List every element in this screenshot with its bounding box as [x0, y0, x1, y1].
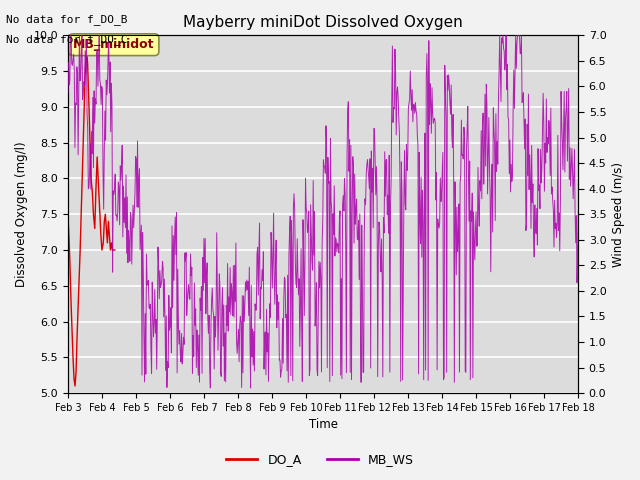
Text: No data for f_DO_C: No data for f_DO_C — [6, 34, 128, 45]
Y-axis label: Dissolved Oxygen (mg/l): Dissolved Oxygen (mg/l) — [15, 142, 28, 287]
Y-axis label: Wind Speed (m/s): Wind Speed (m/s) — [612, 162, 625, 267]
Text: No data for f_DO_B: No data for f_DO_B — [6, 14, 128, 25]
Text: MB_minidot: MB_minidot — [73, 38, 154, 51]
Legend: DO_A, MB_WS: DO_A, MB_WS — [221, 448, 419, 471]
X-axis label: Time: Time — [308, 419, 337, 432]
Title: Mayberry miniDot Dissolved Oxygen: Mayberry miniDot Dissolved Oxygen — [183, 15, 463, 30]
